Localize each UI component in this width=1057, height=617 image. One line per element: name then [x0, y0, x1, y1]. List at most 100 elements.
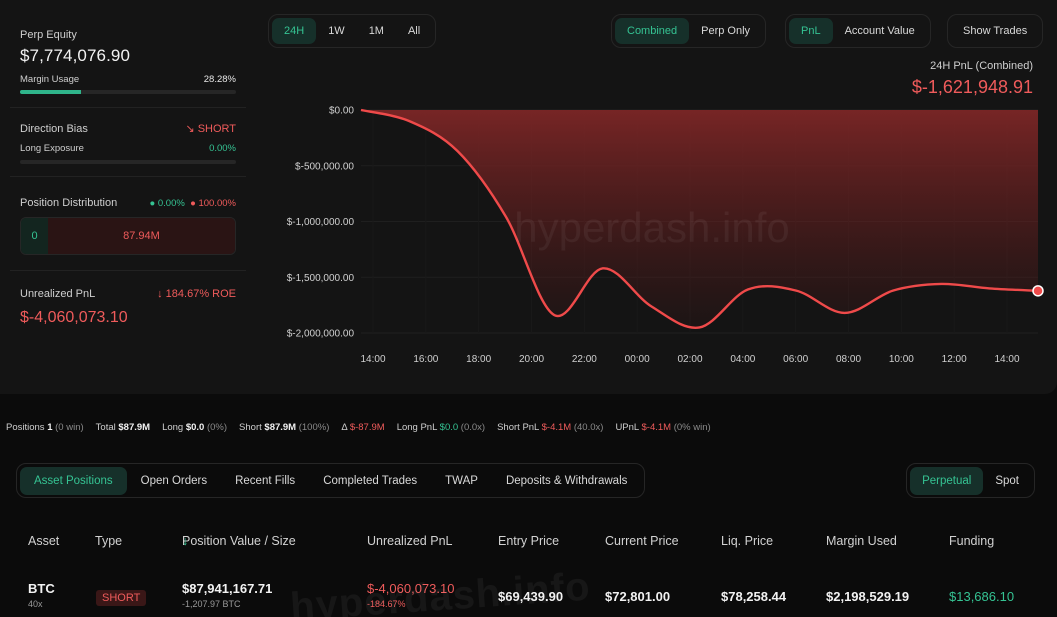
overview-panel: Perp Equity $7,774,076.90 Margin Usage 2…: [10, 12, 1044, 365]
y-tick-label: $-1,000,000.00: [287, 217, 355, 228]
timeframe-selector: 24H 1W 1M All: [268, 14, 437, 48]
col-liq-price[interactable]: Liq. Price: [721, 534, 774, 548]
y-tick-label: $-1,500,000.00: [287, 273, 355, 284]
direction-bias-value: SHORT: [197, 123, 236, 135]
metric-tab-pnl[interactable]: PnL: [789, 18, 833, 44]
perp-equity-label: Perp Equity: [20, 29, 77, 41]
mode-tab-combined[interactable]: Combined: [615, 18, 690, 44]
timeframe-tab-all[interactable]: All: [407, 25, 421, 37]
x-tick-label: 14:00: [994, 354, 1019, 365]
margin-usage-value: 28.28%: [203, 74, 236, 85]
pnl-line: [360, 108, 1039, 329]
cell-liq-price: $78,258.44: [721, 589, 787, 604]
watermark: hyperdash.info: [514, 204, 790, 251]
x-tick-label: 12:00: [942, 354, 967, 365]
timeframe-tab-1w[interactable]: 1W: [328, 25, 345, 37]
x-tick-label: 10:00: [889, 354, 914, 365]
stat-long: Long $0.0 (0%): [162, 422, 227, 433]
col-entry-price[interactable]: Entry Price: [498, 534, 560, 548]
tab-open-orders[interactable]: Open Orders: [140, 474, 208, 487]
metric-selector: PnL Account Value: [785, 14, 931, 48]
tab-twap[interactable]: TWAP: [445, 474, 478, 487]
arrow-down-icon: ↓: [157, 288, 163, 300]
stat-short-pct: (100%): [298, 421, 330, 433]
stat-positions-label: Positions: [6, 421, 45, 433]
market-type-tabs: Perpetual Spot: [906, 463, 1035, 498]
col-asset[interactable]: Asset: [28, 534, 60, 548]
col-unrealized-pnl[interactable]: Unrealized PnL: [367, 534, 453, 548]
stat-long-pnl-label: Long PnL: [396, 421, 438, 433]
distribution-bar: 0 87.94M: [20, 217, 236, 255]
stat-short-value: $87.9M: [264, 421, 297, 433]
asset-symbol: BTC: [28, 581, 55, 596]
tab-completed-trades[interactable]: Completed Trades: [323, 474, 418, 487]
col-type[interactable]: Type: [95, 534, 123, 548]
roe-badge: ↓ 184.67% ROE: [157, 288, 236, 300]
x-tick-label: 20:00: [519, 354, 544, 365]
stat-long-label: Long: [162, 421, 184, 433]
long-exposure-row: Long Exposure 0.00%: [20, 143, 236, 154]
direction-bias-badge: ↘ SHORT: [185, 122, 236, 135]
dist-short-pct: 100.00%: [198, 197, 236, 209]
cell-funding: $13,686.10: [949, 589, 1015, 604]
margin-usage-row: Margin Usage 28.28%: [20, 74, 236, 85]
show-trades-button[interactable]: Show Trades: [963, 25, 1028, 37]
pnl-area: [361, 110, 1038, 328]
type-badge: SHORT: [96, 590, 147, 606]
margin-usage-fill: [20, 90, 82, 94]
stat-upnl-value: $-4.1M: [641, 421, 672, 433]
col-position-value-label: Position Value / Size: [182, 534, 296, 548]
asset-leverage: 40x: [28, 599, 43, 609]
cell-current-price: $72,801.00: [605, 589, 671, 604]
pnl-chart: $0.00 $-500,000.00 $-1,000,000.00 $-1,500,0…: [287, 106, 1044, 365]
trend-down-icon: ↘: [185, 123, 195, 135]
position-distribution-section: Position Distribution ● 0.00% ● 100.00% …: [10, 177, 246, 271]
stat-positions-count: 1: [47, 421, 53, 433]
stat-long-pnl-value: $0.0: [439, 421, 459, 433]
dist-short-segment: 87.94M: [48, 218, 235, 254]
direction-bias-label: Direction Bias: [20, 122, 88, 135]
x-tick-label: 00:00: [625, 354, 650, 365]
stat-upnl-label: UPnL: [615, 421, 639, 433]
unrealized-pnl-value: $-4,060,073.10: [20, 309, 128, 326]
stat-short-label: Short: [239, 421, 262, 433]
pnl-current-point[interactable]: [1032, 285, 1044, 297]
timeframe-tab-1m[interactable]: 1M: [368, 25, 384, 37]
long-dot-icon: ●: [149, 197, 156, 209]
tab-asset-positions[interactable]: Asset Positions: [20, 466, 127, 495]
mode-tab-perp-only[interactable]: Perp Only: [701, 25, 751, 37]
x-tick-label: 16:00: [413, 354, 438, 365]
account-summary: Perp Equity $7,774,076.90 Margin Usage 2…: [10, 12, 246, 327]
stat-short-pnl: Short PnL $-4.1M (40.0x): [497, 422, 603, 433]
position-size: -1,207.97 BTC: [182, 599, 241, 609]
tab-recent-fills[interactable]: Recent Fills: [235, 474, 296, 487]
x-tick-label: 18:00: [466, 354, 491, 365]
x-tick-label: 04:00: [730, 354, 755, 365]
chart-headline-value: $-1,621,948.91: [911, 77, 1033, 97]
stat-delta-value: $-87.9M: [349, 421, 385, 433]
stat-delta-label: Δ: [341, 421, 348, 433]
stat-upnl: UPnL $-4.1M (0% win): [615, 422, 710, 433]
tab-perpetual[interactable]: Perpetual: [910, 466, 984, 495]
show-trades-toggle: Show Trades: [947, 14, 1044, 48]
cell-asset: BTC 40x: [28, 581, 55, 609]
stat-total-label: Total: [95, 421, 116, 433]
col-margin-used[interactable]: Margin Used: [826, 534, 897, 548]
position-value: $87,941,167.71: [182, 581, 273, 596]
stat-long-pnl-x: (0.0x): [460, 421, 486, 433]
timeframe-tab-24h[interactable]: 24H: [272, 18, 317, 44]
tab-deposits-withdrawals[interactable]: Deposits & Withdrawals: [505, 474, 628, 487]
stat-short-pnl-label: Short PnL: [497, 421, 539, 433]
mode-selector: Combined Perp Only: [611, 14, 767, 48]
col-current-price[interactable]: Current Price: [605, 534, 679, 548]
x-tick-label: 02:00: [677, 354, 702, 365]
long-exposure-value: 0.00%: [209, 143, 236, 154]
metric-tab-account-value[interactable]: Account Value: [844, 25, 915, 37]
direction-bias-row: Direction Bias ↘ SHORT: [20, 122, 236, 136]
long-exposure-bar: [20, 160, 236, 164]
tab-spot[interactable]: Spot: [995, 474, 1019, 487]
position-distribution-label: Position Distribution: [20, 197, 118, 209]
stat-total: Total $87.9M: [96, 422, 150, 433]
col-funding[interactable]: Funding: [949, 534, 995, 548]
stat-short-pnl-value: $-4.1M: [541, 421, 572, 433]
